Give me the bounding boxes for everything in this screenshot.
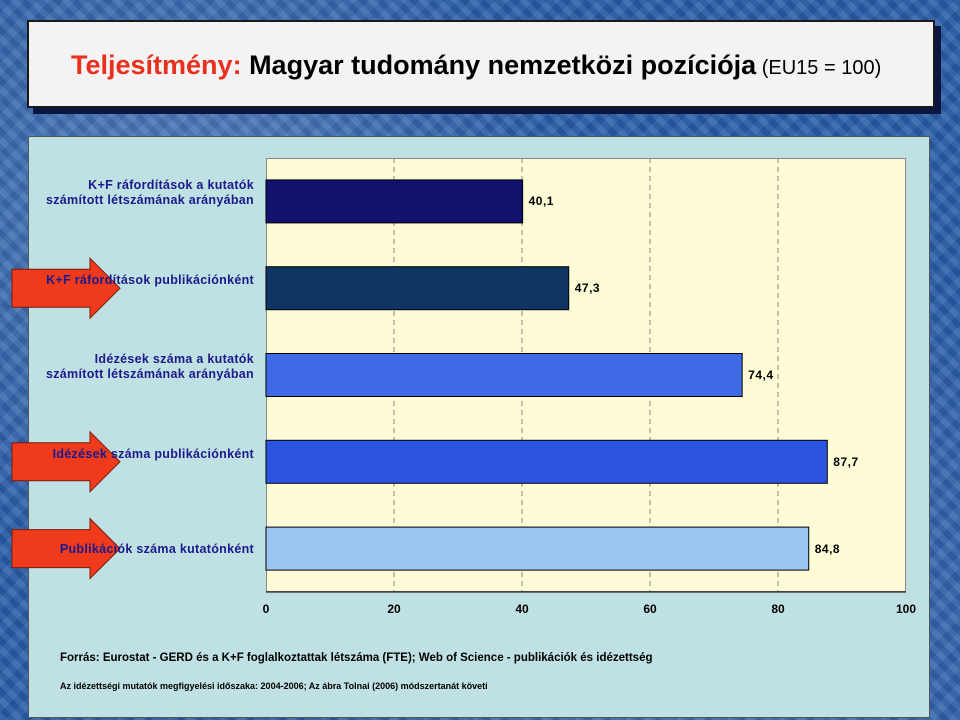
x-tick-label: 60 bbox=[643, 602, 657, 616]
highlight-arrow-icon bbox=[11, 256, 121, 320]
title-lead: Teljesítmény: bbox=[71, 50, 242, 80]
page-title: Teljesítmény: Magyar tudomány nemzetközi… bbox=[71, 50, 881, 81]
highlight-arrow-icon bbox=[11, 430, 121, 494]
x-tick-label: 0 bbox=[262, 602, 270, 616]
x-tick-label: 40 bbox=[515, 602, 529, 616]
bar bbox=[265, 439, 828, 484]
highlight-arrow-icon bbox=[11, 517, 121, 580]
value-label: 87,7 bbox=[833, 454, 859, 469]
value-label: 47,3 bbox=[574, 281, 601, 296]
x-tick-label: 80 bbox=[771, 602, 785, 616]
category-label: Idézések száma a kutatók számított létsz… bbox=[46, 352, 254, 381]
value-label: 40,1 bbox=[528, 194, 554, 209]
value-label: 84,8 bbox=[814, 541, 841, 556]
source-note: Forrás: Eurostat - GERD és a K+F foglalk… bbox=[60, 652, 653, 664]
x-tick-label: 20 bbox=[387, 602, 401, 616]
title-box: Teljesítmény: Magyar tudomány nemzetközi… bbox=[27, 20, 935, 108]
value-label: 74,4 bbox=[748, 368, 774, 382]
bar bbox=[265, 179, 524, 224]
title-main: Magyar tudomány nemzetközi pozíciója bbox=[241, 50, 757, 80]
title-suffix: (EU15 = 100) bbox=[756, 57, 882, 79]
methodology-note: Az idézettségi mutatók megfigyelési idős… bbox=[60, 681, 488, 691]
bar bbox=[265, 266, 570, 311]
category-label: K+F ráfordítások publikációnként bbox=[46, 273, 254, 287]
x-tick-label: 100 bbox=[895, 602, 917, 616]
bar bbox=[265, 353, 743, 397]
category-label: Publikációk száma kutatónként bbox=[59, 542, 254, 556]
category-label: Idézések száma publikációnként bbox=[52, 447, 254, 461]
category-label: K+F ráfordítások a kutatók számított lét… bbox=[46, 178, 254, 207]
bar bbox=[265, 526, 810, 571]
